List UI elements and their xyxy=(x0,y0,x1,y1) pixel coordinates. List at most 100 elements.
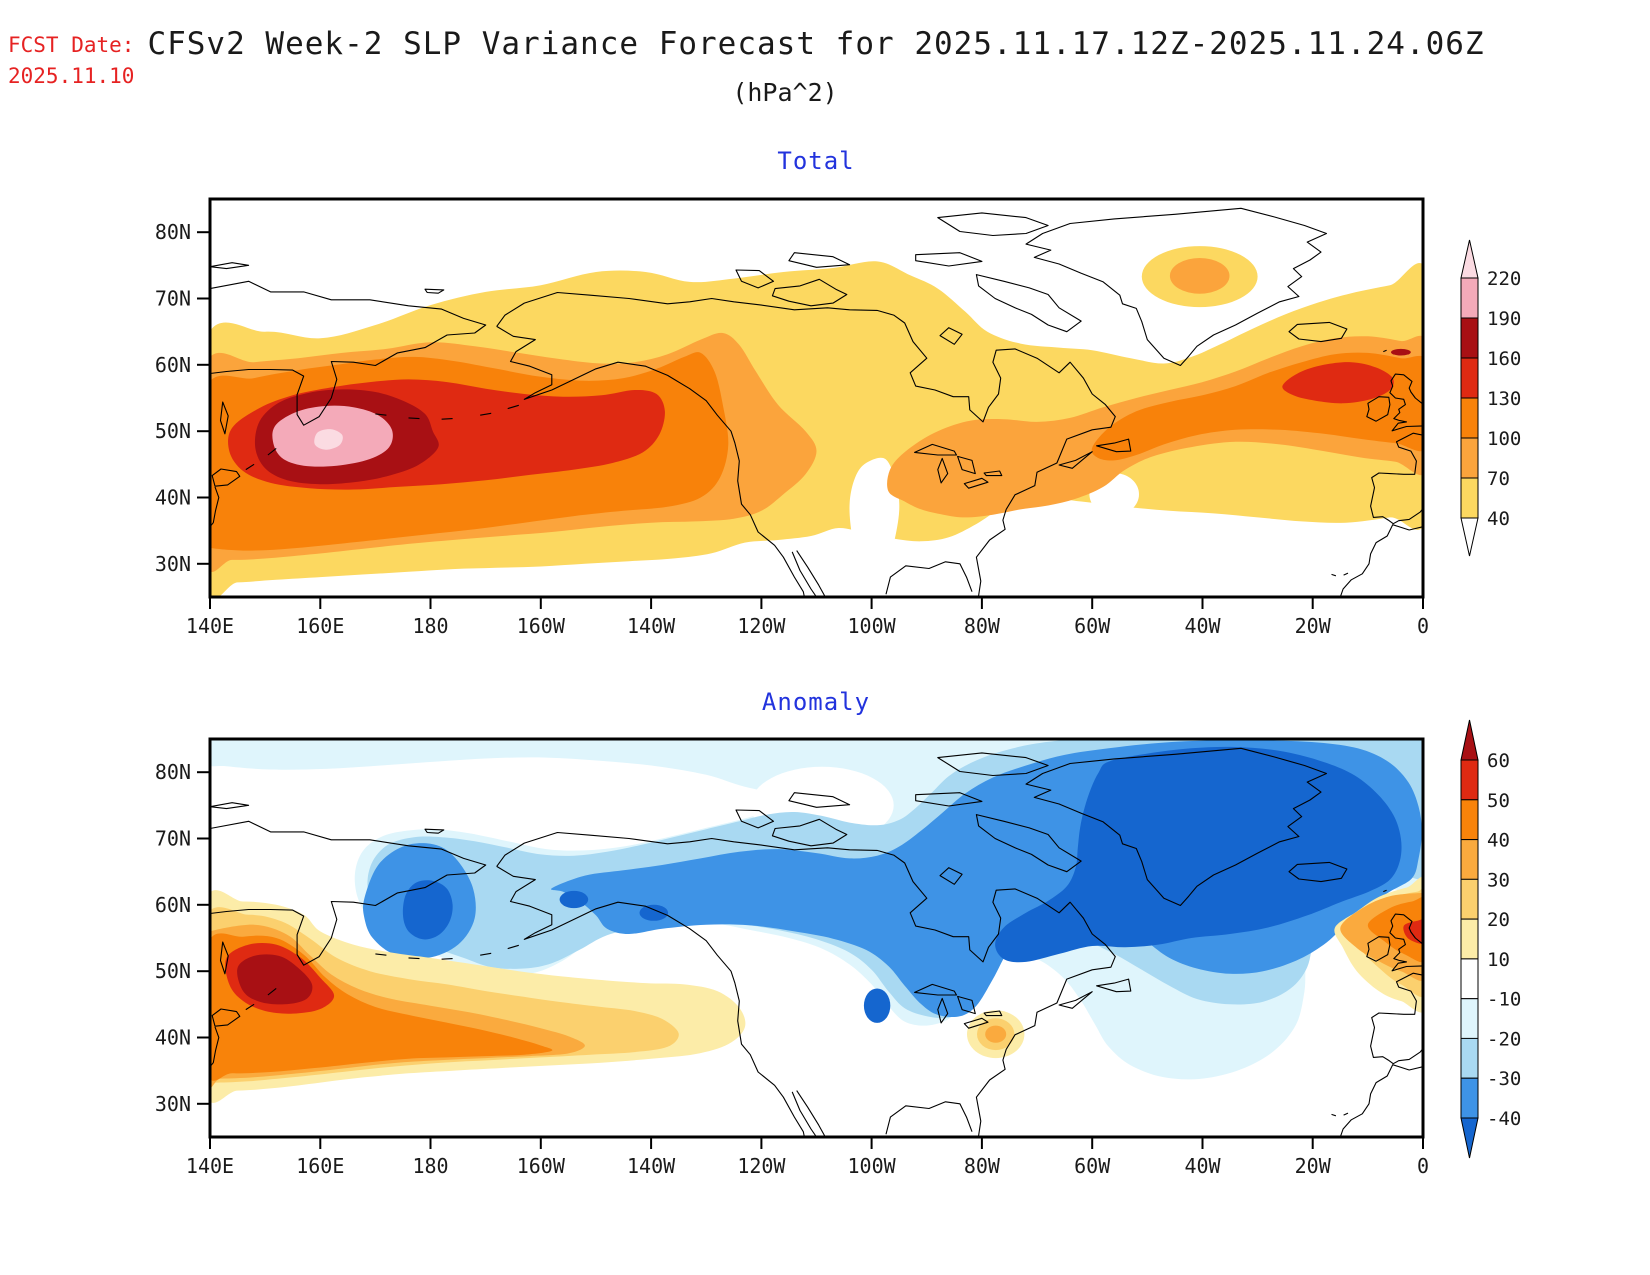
lon-tick-label: 20W xyxy=(1295,614,1332,638)
lon-tick-label: 160W xyxy=(517,614,566,638)
contour-fill-t2 xyxy=(1169,258,1230,294)
lon-tick-label: 140W xyxy=(627,1154,676,1178)
colorbar-segment xyxy=(1460,918,1479,960)
lon-tick-label: 0 xyxy=(1417,1154,1429,1178)
fcst-date-value: 2025.11.10 xyxy=(8,64,135,88)
colorbar-label: 40 xyxy=(1487,830,1510,852)
contour-fill-n4 xyxy=(402,880,453,940)
map-frame xyxy=(208,737,1425,1139)
lat-tick-label: 70N xyxy=(155,827,191,851)
contour-fill-t7 xyxy=(314,429,343,450)
colorbar-label: 10 xyxy=(1487,949,1510,971)
contour-fills xyxy=(210,246,1423,597)
lat-tick-label: 80N xyxy=(155,220,191,244)
colorbar-label: 40 xyxy=(1487,508,1510,530)
colorbar-label: 70 xyxy=(1487,468,1510,490)
contour-fill-p4 xyxy=(1367,896,1423,963)
anomaly-map: 80N 70N 60N 50N 40N 30N 140E 160E 180 160W 140W 120… xyxy=(155,737,1429,1178)
lat-tick-label: 80N xyxy=(155,760,191,784)
colorbar-segment xyxy=(1460,839,1479,880)
contour-fill-n1 xyxy=(210,739,911,793)
colorbar-segment xyxy=(1460,397,1479,439)
lon-tick-label: 100W xyxy=(848,1154,897,1178)
contour-fill-t5 xyxy=(1391,348,1411,356)
colorbar-label: -30 xyxy=(1487,1068,1521,1090)
lon-tick-label: 160E xyxy=(296,614,344,638)
colorbar-segment xyxy=(1460,437,1479,479)
fcst-date-label: FCST Date: xyxy=(8,33,135,57)
contour-fill-n4 xyxy=(639,904,669,921)
colorbar-anomaly: 60 50 40 30 20 10 -10 -20 -30 -40 xyxy=(1460,719,1521,1159)
lat-tick-label: 30N xyxy=(155,552,191,576)
colorbar-segment xyxy=(1460,317,1479,359)
lat-tick-label: 60N xyxy=(155,353,191,377)
contour-fill-t4 xyxy=(1282,362,1394,404)
colorbar-arrow-below xyxy=(1460,517,1479,557)
colorbar-arrow-above xyxy=(1460,239,1479,279)
colorbar-label: 20 xyxy=(1487,909,1510,931)
colorbar-segment xyxy=(1460,1077,1479,1119)
colorbar-label: 160 xyxy=(1487,348,1521,370)
contour-fill-n4 xyxy=(559,890,589,909)
lat-tick-label: 30N xyxy=(155,1092,191,1116)
colorbar-segment xyxy=(1460,477,1479,519)
colorbar-total: 220 190 160 130 100 70 40 xyxy=(1460,239,1521,557)
lon-tick-label: 140E xyxy=(186,614,234,638)
colorbar-label: 190 xyxy=(1487,308,1521,330)
total-map: 80N 70N 60N 50N 40N 30N 140E 160E 180 160W 140W 120… xyxy=(155,197,1429,638)
colorbar-arrow-below xyxy=(1460,1117,1479,1159)
lon-tick-label: 120W xyxy=(737,1154,786,1178)
colorbar-label: -10 xyxy=(1487,989,1521,1011)
colorbar-segment xyxy=(1460,998,1479,1040)
lon-tick-label: 0 xyxy=(1417,614,1429,638)
lat-tick-label: 60N xyxy=(155,893,191,917)
lon-tick-label: 80W xyxy=(964,614,1001,638)
colorbar-segment xyxy=(1460,357,1479,399)
lon-tick-label: 180 xyxy=(412,614,448,638)
colorbar-label: -20 xyxy=(1487,1028,1521,1050)
figure-title: CFSv2 Week-2 SLP Variance Forecast for 2… xyxy=(147,26,1485,62)
lat-tick-label: 40N xyxy=(155,1026,191,1050)
lon-tick-label: 160E xyxy=(296,1154,344,1178)
lon-tick-label: 140E xyxy=(186,1154,234,1178)
contour-fill-n4 xyxy=(863,988,891,1023)
lat-tick-label: 40N xyxy=(155,486,191,510)
colorbar-label: 220 xyxy=(1487,268,1521,290)
panel-title-total: Total xyxy=(777,147,855,175)
lon-tick-label: 160W xyxy=(517,1154,566,1178)
figure-units-subtitle: (hPa^2) xyxy=(732,78,838,107)
colorbar-segment xyxy=(1460,759,1479,801)
colorbar-label: 60 xyxy=(1487,750,1510,772)
colorbar-label: 30 xyxy=(1487,869,1510,891)
colorbar-segment xyxy=(1460,799,1479,841)
lon-tick-label: 80W xyxy=(964,1154,1001,1178)
colorbar-label: -40 xyxy=(1487,1108,1521,1130)
coastlines xyxy=(210,747,1423,1137)
colorbar-segment xyxy=(1460,277,1479,319)
lat-tick-label: 50N xyxy=(155,959,191,983)
colorbar-arrow-above xyxy=(1460,719,1479,761)
contour-fill-p3 xyxy=(985,1025,1007,1043)
colorbar-label: 130 xyxy=(1487,388,1521,410)
contour-fill-n4 xyxy=(995,746,1402,963)
lon-tick-label: 20W xyxy=(1295,1154,1332,1178)
colorbar-segment xyxy=(1460,1037,1479,1079)
contour-fill-p5 xyxy=(1403,918,1423,945)
contour-fill-W xyxy=(849,457,900,575)
lat-tick-label: 50N xyxy=(155,419,191,443)
coastlines xyxy=(210,207,1423,597)
contour-fill-p6 xyxy=(237,954,313,1005)
contour-fills xyxy=(210,739,1423,1103)
lon-tick-label: 140W xyxy=(627,614,676,638)
colorbar-segment xyxy=(1460,878,1479,920)
fcst-date-block: FCST Date: 2025.11.10 xyxy=(8,30,178,92)
panel-title-anomaly: Anomaly xyxy=(761,688,871,716)
lon-tick-label: 40W xyxy=(1184,1154,1221,1178)
lon-tick-label: 180 xyxy=(412,1154,448,1178)
lon-tick-label: 100W xyxy=(848,614,897,638)
map-frame xyxy=(208,197,1425,599)
lon-tick-label: 120W xyxy=(737,614,786,638)
lon-tick-label: 60W xyxy=(1074,614,1111,638)
